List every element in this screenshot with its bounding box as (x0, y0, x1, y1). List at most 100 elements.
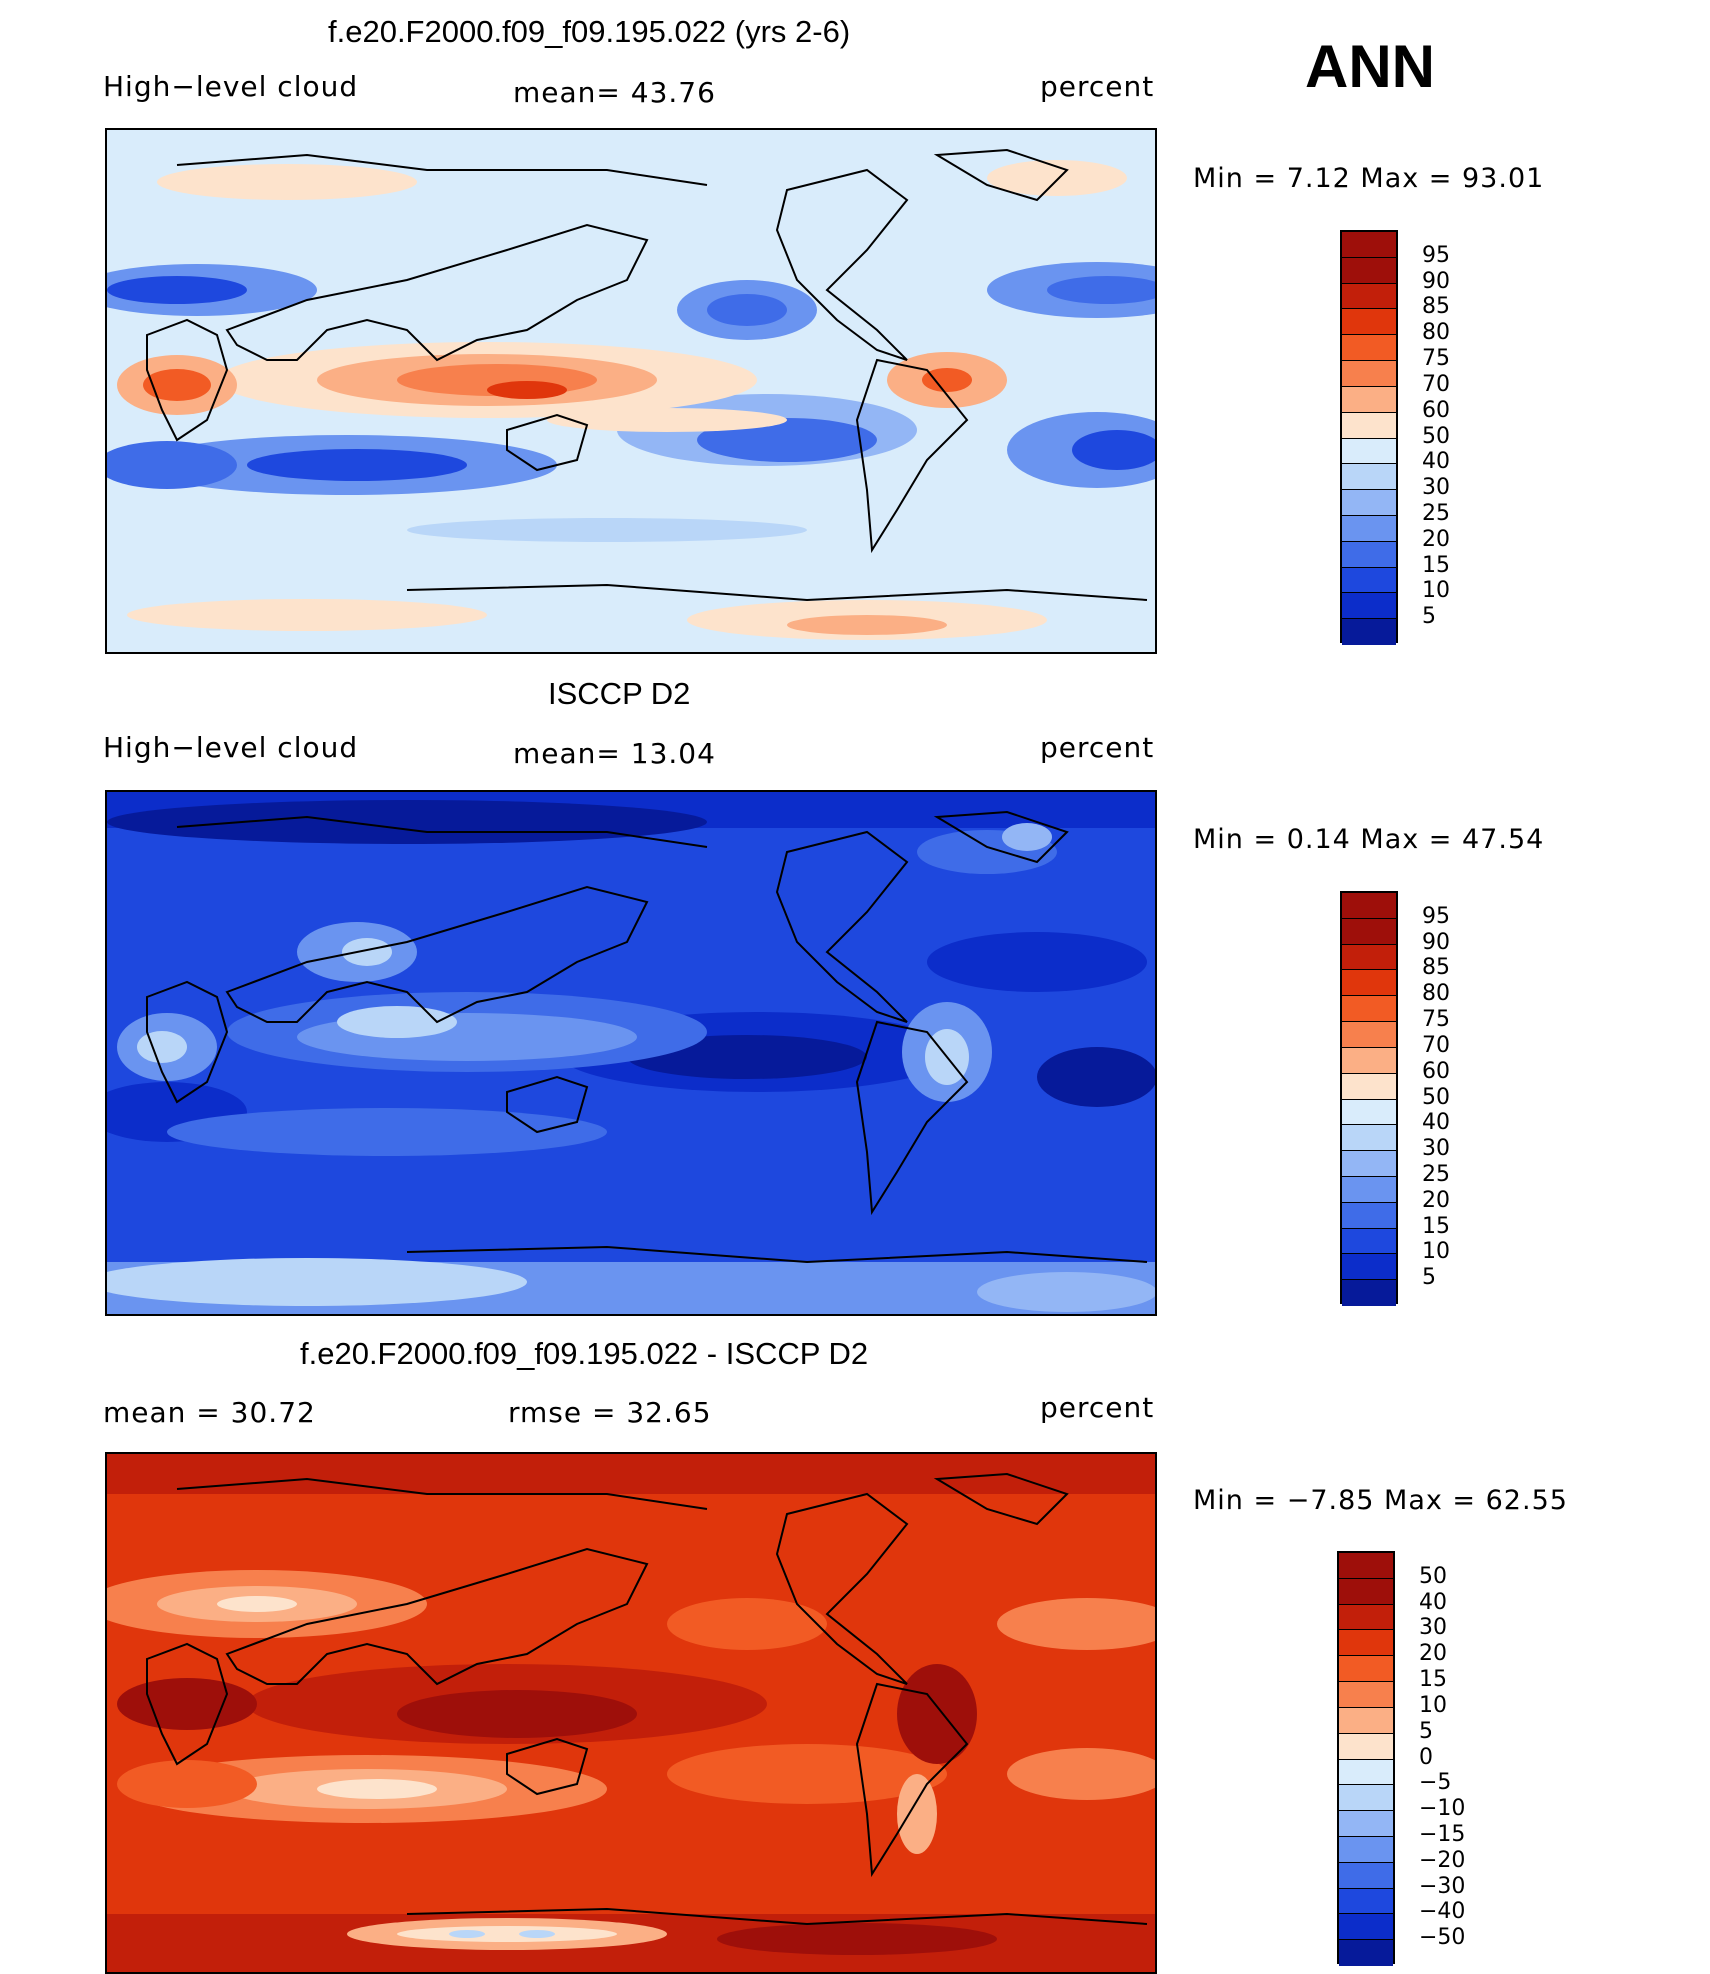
panel3-mean-label: mean = 30.72 (103, 1396, 316, 1429)
colorbar-swatch (1342, 918, 1396, 945)
colorbar-tick-label: 5 (1422, 604, 1436, 630)
panel3-title: f.e20.F2000.f09_f09.195.022 - ISCCP D2 (300, 1336, 869, 1371)
colorbar-tick-label: 80 (1422, 981, 1450, 1007)
colorbar-tick-label: −30 (1419, 1873, 1466, 1899)
colorbar-swatch (1339, 1578, 1393, 1605)
colorbar-swatch (1342, 893, 1396, 919)
colorbar-swatch (1342, 944, 1396, 971)
colorbar-tick-label: 90 (1422, 929, 1450, 955)
colorbar-swatch (1342, 257, 1396, 284)
panel3-map-field (107, 1454, 1155, 1972)
colorbar-swatch (1339, 1836, 1393, 1863)
colorbar-tick-label: −15 (1419, 1821, 1466, 1847)
colorbar-swatch (1339, 1553, 1393, 1579)
colorbar-tick-label: −10 (1419, 1796, 1466, 1822)
colorbar-swatch (1342, 309, 1396, 336)
colorbar-swatch (1339, 1707, 1393, 1734)
panel3-map (105, 1452, 1157, 1974)
colorbar-tick-label: 10 (1419, 1692, 1447, 1718)
colorbar-swatch (1342, 232, 1396, 258)
colorbar-swatch (1339, 1914, 1393, 1941)
colorbar-tick-label: −40 (1419, 1899, 1466, 1925)
colorbar-swatch (1339, 1733, 1393, 1760)
colorbar-tick-label: 50 (1422, 423, 1450, 449)
colorbar-tick-label: 0 (1419, 1744, 1433, 1770)
season-label: ANN (1305, 33, 1435, 100)
colorbar-swatch (1339, 1656, 1393, 1683)
panel2-minmax: Min = 0.14 Max = 47.54 (1193, 824, 1545, 855)
colorbar-swatch (1342, 1202, 1396, 1229)
panel1-units-label: percent (1040, 70, 1155, 103)
colorbar-tick-label: 20 (1422, 526, 1450, 552)
colorbar-tick-label: 50 (1419, 1563, 1447, 1589)
panel2-variable-label: High−level cloud (103, 731, 359, 764)
colorbar-swatch (1342, 335, 1396, 362)
panel1-map-field (107, 130, 1155, 652)
colorbar-tick-label: 30 (1422, 1136, 1450, 1162)
panel3-minmax: Min = −7.85 Max = 62.55 (1193, 1485, 1568, 1516)
colorbar-tick-label: 5 (1419, 1718, 1433, 1744)
panel1-colorbar (1340, 230, 1398, 645)
colorbar-tick-label: 95 (1422, 242, 1450, 268)
colorbar-tick-label: 80 (1422, 320, 1450, 346)
colorbar-swatch (1342, 1254, 1396, 1281)
colorbar-swatch (1342, 386, 1396, 413)
colorbar-tick-label: −50 (1419, 1925, 1466, 1951)
colorbar-swatch (1342, 1125, 1396, 1152)
colorbar-tick-label: 25 (1422, 500, 1450, 526)
colorbar-swatch (1342, 515, 1396, 542)
colorbar-tick-label: 90 (1422, 268, 1450, 294)
colorbar-tick-label: 60 (1422, 1058, 1450, 1084)
panel1-variable-label: High−level cloud (103, 70, 359, 103)
colorbar-tick-label: 15 (1422, 552, 1450, 578)
colorbar-swatch (1339, 1811, 1393, 1837)
colorbar-swatch (1342, 1022, 1396, 1048)
colorbar-tick-label: 25 (1422, 1161, 1450, 1187)
colorbar-tick-label: 15 (1422, 1213, 1450, 1239)
panel1-minmax: Min = 7.12 Max = 93.01 (1193, 163, 1545, 194)
colorbar-swatch (1342, 1280, 1396, 1306)
colorbar-swatch (1342, 541, 1396, 568)
colorbar-swatch (1339, 1604, 1393, 1631)
colorbar-swatch (1342, 464, 1396, 491)
colorbar-tick-label: 15 (1419, 1667, 1447, 1693)
colorbar-tick-label: 70 (1422, 1032, 1450, 1058)
panel2-map (105, 790, 1157, 1316)
panel2-units-label: percent (1040, 731, 1155, 764)
colorbar-tick-label: 5 (1422, 1265, 1436, 1291)
colorbar-tick-label: 40 (1419, 1589, 1447, 1615)
colorbar-tick-label: 60 (1422, 397, 1450, 423)
colorbar-tick-label: −5 (1419, 1770, 1452, 1796)
colorbar-swatch (1339, 1785, 1393, 1812)
colorbar-swatch (1342, 996, 1396, 1023)
colorbar-swatch (1342, 1228, 1396, 1255)
colorbar-tick-label: 75 (1422, 1007, 1450, 1033)
colorbar-swatch (1342, 438, 1396, 465)
colorbar-tick-label: 50 (1422, 1084, 1450, 1110)
panel3-units-label: percent (1040, 1391, 1155, 1424)
colorbar-swatch (1339, 1759, 1393, 1786)
colorbar-swatch (1339, 1888, 1393, 1915)
colorbar-swatch (1342, 1151, 1396, 1177)
colorbar-tick-label: 10 (1422, 578, 1450, 604)
colorbar-tick-label: 85 (1422, 294, 1450, 320)
panel3-colorbar (1337, 1551, 1395, 1966)
panel2-map-field (107, 792, 1155, 1314)
colorbar-tick-label: 40 (1422, 1110, 1450, 1136)
colorbar-swatch (1342, 1047, 1396, 1074)
colorbar-swatch (1339, 1682, 1393, 1708)
colorbar-swatch (1339, 1940, 1393, 1966)
colorbar-swatch (1342, 1073, 1396, 1100)
panel1-map (105, 128, 1157, 654)
colorbar-swatch (1342, 593, 1396, 620)
panel1-mean-label: mean= 43.76 (513, 76, 716, 109)
colorbar-tick-label: 20 (1419, 1641, 1447, 1667)
panel3-rmse-label: rmse = 32.65 (508, 1396, 712, 1429)
colorbar-tick-label: 20 (1422, 1187, 1450, 1213)
colorbar-swatch (1339, 1862, 1393, 1889)
colorbar-swatch (1342, 1099, 1396, 1126)
colorbar-tick-label: 30 (1422, 475, 1450, 501)
colorbar-swatch (1342, 567, 1396, 594)
colorbar-tick-label: −20 (1419, 1847, 1466, 1873)
panel2-mean-label: mean= 13.04 (513, 737, 716, 770)
